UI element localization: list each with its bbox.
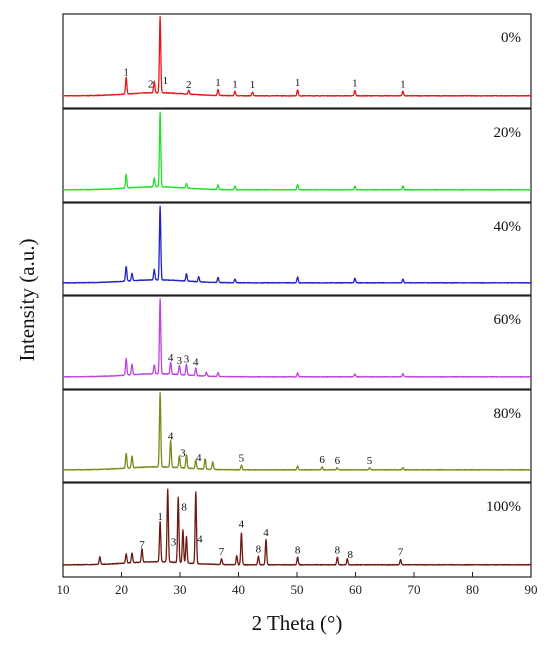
peak-annotation: 4	[239, 519, 245, 531]
peak-annotation: 1	[123, 66, 129, 78]
peak-annotation: 7	[219, 546, 225, 558]
panel-1: 20%	[62, 108, 532, 203]
x-tick-label: 90	[525, 582, 538, 597]
panel-frame	[62, 13, 532, 109]
x-tick-label: 50	[291, 582, 304, 597]
series-line	[62, 111, 532, 191]
peak-annotation: 1	[295, 77, 301, 89]
panel-label: 0%	[501, 30, 521, 46]
peak-annotation: 4	[168, 352, 174, 364]
series-line	[62, 15, 532, 97]
x-tick-label: 30	[174, 582, 187, 597]
peak-annotation: 8	[256, 543, 262, 555]
peak-annotation: 6	[319, 454, 325, 466]
series-line	[62, 298, 532, 378]
peak-annotation: 4	[193, 356, 199, 368]
x-tick-label: 60	[349, 582, 362, 597]
peak-annotation: 8	[335, 544, 341, 556]
y-axis-title: Intensity (a.u.)	[15, 238, 39, 361]
x-tick-label: 80	[466, 582, 479, 597]
x-tick-label: 20	[115, 582, 128, 597]
panel-label: 100%	[486, 499, 521, 515]
peak-annotation: 1	[400, 78, 406, 90]
peak-annotation: 8	[347, 549, 353, 561]
panels-layer: 0%12 1 2 1 1 1 1 1 120%40%60%4 3 3 480%43 4 5 6 6 5100%1…	[62, 13, 532, 578]
peak-annotation: 1	[250, 79, 256, 91]
peak-annotation: 2	[148, 79, 154, 91]
x-axis: 10 20 30 40 50 60 70 80 90	[57, 572, 538, 597]
panel-4: 80% 43 4 5 6 6 5	[62, 389, 532, 483]
x-tick-label: 10	[57, 582, 70, 597]
panel-frame	[62, 108, 532, 203]
series-line	[62, 205, 532, 284]
panel-label: 20%	[494, 125, 522, 141]
peak-annotation: 1	[215, 77, 221, 89]
x-tick-label: 70	[408, 582, 421, 597]
panel-label: 40%	[494, 219, 522, 235]
peak-annotation: 3	[171, 536, 177, 548]
peak-annotation: 5	[239, 453, 245, 465]
peak-annotation: 8	[181, 502, 187, 514]
peak-annotation: 1	[232, 78, 238, 90]
peak-annotation: 3	[180, 448, 186, 460]
panel-frame	[62, 295, 532, 390]
panel-label: 60%	[494, 312, 522, 328]
peak-annotation: 4	[263, 527, 269, 539]
peak-annotation: 6	[335, 455, 341, 467]
peak-annotation: 1	[163, 75, 169, 87]
peak-annotation: 5	[367, 455, 373, 467]
panel-2: 40%	[62, 202, 532, 296]
panel-frame	[62, 389, 532, 483]
series-line	[62, 391, 532, 471]
peak-annotation: 3	[177, 355, 183, 367]
peak-annotation: 3	[184, 353, 190, 365]
panel-frame	[62, 202, 532, 296]
x-axis-title: 2 Theta (°)	[252, 611, 343, 635]
panel-0: 0%12 1 2 1 1 1 1 1 1	[62, 13, 532, 109]
peak-annotation: 8	[295, 544, 301, 556]
panel-3: 60% 4 3 3 4	[62, 295, 532, 390]
peak-annotation: 2	[186, 79, 192, 91]
peak-annotation: 4	[168, 430, 174, 442]
peak-annotation: 1	[157, 511, 163, 523]
peak-annotation: 7	[139, 539, 145, 551]
peak-annotation: 7	[398, 547, 404, 559]
peak-annotation: 4	[197, 534, 203, 546]
peak-annotation: 1	[352, 78, 358, 90]
series-line	[62, 488, 532, 566]
x-tick-label: 40	[232, 582, 245, 597]
peak-annotation: 4	[196, 452, 202, 464]
panel-label: 80%	[494, 406, 522, 422]
